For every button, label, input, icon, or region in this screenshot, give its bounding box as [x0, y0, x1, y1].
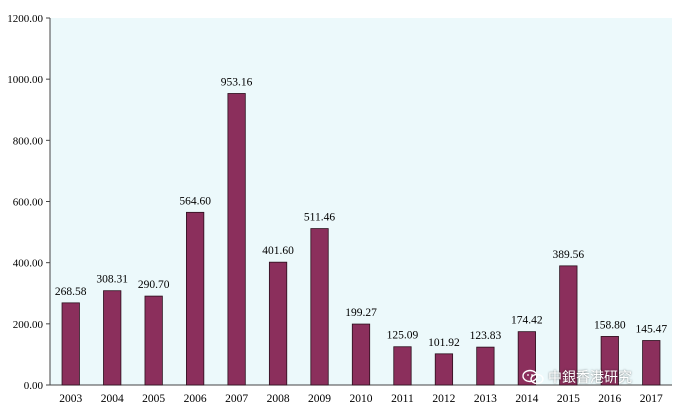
wechat-bubble-icon — [522, 369, 544, 385]
y-tick-label: 1200.00 — [7, 13, 43, 25]
y-tick-label: 800.00 — [13, 135, 44, 147]
data-label: 953.16 — [221, 76, 253, 88]
data-label: 123.83 — [470, 330, 502, 342]
y-tick-label: 400.00 — [13, 258, 44, 270]
watermark-text: 中銀香港研究 — [548, 370, 632, 386]
bar — [144, 295, 163, 386]
data-label: 308.31 — [96, 274, 128, 286]
y-tick-label: 600.00 — [13, 197, 44, 209]
bar — [393, 346, 412, 386]
bar — [600, 336, 619, 386]
data-label: 389.56 — [553, 249, 585, 261]
bar — [186, 211, 205, 386]
x-tick-label: 2014 — [515, 393, 538, 405]
data-label: 199.27 — [345, 307, 377, 319]
x-tick-label: 2010 — [350, 393, 373, 405]
bar — [642, 340, 661, 386]
data-label: 290.70 — [138, 279, 170, 291]
data-label: 401.60 — [262, 245, 294, 257]
data-label: 145.47 — [635, 324, 667, 336]
bar — [559, 265, 578, 386]
x-tick-label: 2016 — [598, 393, 621, 405]
y-tick-label: 1000.00 — [7, 74, 43, 86]
bar — [227, 93, 246, 386]
data-label: 101.92 — [428, 337, 460, 349]
y-tick-label: 0.00 — [24, 380, 44, 392]
x-tick-label: 2009 — [308, 393, 331, 405]
x-tick-label: 2005 — [142, 393, 165, 405]
bar — [310, 228, 329, 386]
y-tick-label: 200.00 — [13, 319, 44, 331]
data-label: 174.42 — [511, 315, 543, 327]
data-label: 268.58 — [55, 286, 87, 298]
watermark: 中銀香港研究 — [522, 367, 632, 387]
bar — [476, 346, 495, 386]
bar — [517, 331, 536, 386]
x-tick-label: 2007 — [225, 393, 248, 405]
bar — [103, 290, 122, 386]
x-tick-label: 2008 — [267, 393, 290, 405]
bar — [351, 323, 371, 386]
bar — [434, 353, 454, 386]
data-label: 158.80 — [594, 319, 626, 331]
x-tick-label: 2006 — [184, 393, 207, 405]
data-label: 125.09 — [387, 330, 419, 342]
x-tick-label: 2015 — [557, 393, 580, 405]
x-tick-label: 2017 — [640, 393, 663, 405]
x-tick-label: 2011 — [391, 393, 414, 405]
x-tick-label: 2004 — [101, 393, 124, 405]
bar — [61, 302, 80, 386]
bar — [268, 261, 288, 386]
data-label: 564.60 — [179, 195, 211, 207]
x-tick-label: 2012 — [432, 393, 455, 405]
x-tick-label: 2013 — [474, 393, 497, 405]
x-tick-label: 2003 — [59, 393, 82, 405]
data-label: 511.46 — [304, 212, 335, 224]
